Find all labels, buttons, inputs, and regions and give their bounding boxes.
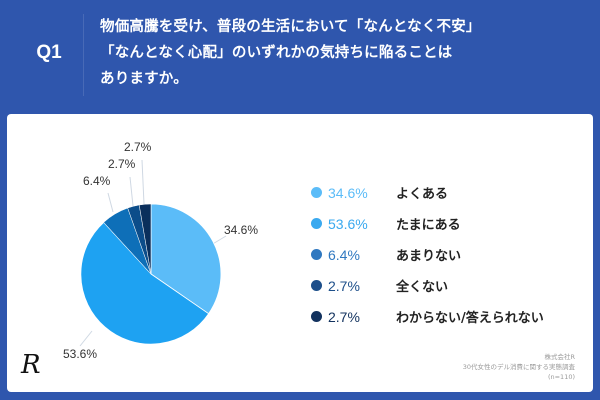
source-note: 株式会社R 30代女性のデル消費に関する実態調査 (n=110) [463,352,575,382]
legend-label: たまにある [396,218,461,233]
pie-slice-often [150,203,222,315]
legend-label: よくある [396,187,449,202]
legend-item: 6.4% あまりない [311,239,544,270]
legend-label: わからない/答えられない [396,311,544,326]
chart-legend: 34.6% よくある 53.6% たまにある 6.4% あまりない 2.7% 全… [311,177,544,332]
legend-dot-icon [311,280,322,291]
legend-percent: 34.6% [328,184,368,201]
pie-chart [79,159,227,347]
question-text: 物価高騰を受け、普段の生活において「なんとなく不安」 「なんとなく心配」のいずれ… [100,14,580,92]
legend-item: 34.6% よくある [311,177,544,208]
legend-percent: 6.4% [328,246,360,263]
legend-dot-icon [311,311,322,322]
legend-dot-icon [311,218,322,229]
question-number: Q1 [36,42,62,63]
question-line-3: ありますか。 [100,71,188,87]
leader-lines [79,159,227,347]
pie-slice-unknown [138,203,152,275]
legend-dot-icon [311,249,322,260]
source-survey: 30代女性のデル消費に関する実態調査 [462,363,575,371]
pie-label-often: 34.6% [224,223,259,237]
question-line-1: 物価高騰を受け、普段の生活において「なんとなく不安」 [100,19,481,35]
source-company: 株式会社R [544,353,575,361]
pie-label-unknown: 2.7% [124,140,152,154]
legend-dot-icon [311,187,322,198]
source-sample-size: (n=110) [547,373,575,381]
legend-percent: 2.7% [328,308,360,325]
legend-item: 2.7% わからない/答えられない [311,301,544,332]
legend-percent: 53.6% [328,215,368,232]
legend-percent: 2.7% [328,277,360,294]
pie-label-sometimes: 53.6% [63,347,98,361]
legend-item: 53.6% たまにある [311,208,544,239]
pie-label-never: 2.7% [108,157,136,171]
question-line-2: 「なんとなく心配」のいずれかの気持ちに陥ることは [100,45,453,61]
pie-slice-sometimes [80,221,210,345]
legend-label: あまりない [396,249,462,264]
legend-label: 全くない [396,280,449,295]
header-divider [83,14,84,96]
pie-label-rarely: 6.4% [83,174,111,188]
legend-item: 2.7% 全くない [311,270,544,301]
chart-card: 34.6% 53.6% 6.4% 2.7% 2.7% 34.6% よくある 53… [7,114,593,392]
question-header: Q1 物価高騰を受け、普段の生活において「なんとなく不安」 「なんとなく心配」の… [0,0,600,110]
brand-logo: R [21,350,41,380]
